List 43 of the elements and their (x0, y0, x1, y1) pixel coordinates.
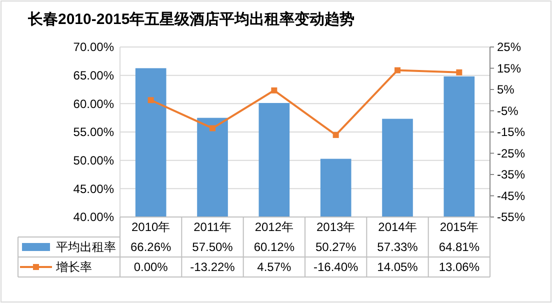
x-tick-label: 2013年 (316, 220, 356, 234)
point (394, 67, 400, 74)
data-label: 57.33% (377, 240, 418, 254)
data-label: 0.00% (134, 260, 168, 274)
y-tick-label: 50.00% (73, 154, 114, 168)
y-tick-label: 45.00% (73, 182, 114, 196)
point (271, 87, 278, 94)
y2-tick-label: -45% (497, 188, 526, 203)
data-label: 66.26% (130, 240, 172, 254)
y-tick-label: 40.00% (73, 210, 114, 224)
legend-label: 平均出租率 (56, 240, 116, 254)
data-label: -13.22% (190, 260, 236, 274)
y2-tick-label: 5% (497, 82, 515, 97)
data-label: 57.50% (192, 240, 234, 254)
point (456, 69, 462, 76)
point (210, 125, 216, 132)
data-label: 64.81% (438, 240, 480, 254)
y2-tick-label: -15% (497, 125, 526, 140)
data-label: 4.57% (257, 260, 292, 274)
y-tick-label: 55.00% (73, 125, 114, 140)
y-tick-label: 60.00% (73, 96, 114, 111)
y-tick-label: 70.00% (73, 40, 114, 54)
y2-tick-label: -55% (497, 210, 526, 224)
y2-tick-label: -5% (497, 104, 519, 118)
point (148, 97, 154, 104)
y2-tick-label: 25% (497, 40, 522, 54)
y2-tick-label: 15% (497, 61, 522, 76)
y-tick-label: 65.00% (73, 68, 114, 83)
y2-tick-label: -25% (497, 146, 526, 160)
data-label: 14.05% (377, 260, 418, 274)
chart-title: 长春2010-2015年五星级酒店平均出租率变动趋势 (27, 10, 355, 28)
data-label: 60.12% (254, 240, 295, 254)
x-tick-label: 2011年 (194, 220, 232, 234)
data-label: 50.27% (315, 240, 357, 254)
point (332, 132, 339, 138)
x-tick-label: 2012年 (254, 220, 294, 234)
x-tick-label: 2014年 (378, 220, 417, 234)
legend-label: 增长率 (55, 260, 92, 274)
x-tick-label: 2015年 (440, 220, 479, 234)
data-label: 13.06% (438, 260, 480, 274)
x-tick-label: 2010年 (131, 220, 170, 234)
y2-tick-label: -35% (497, 168, 526, 182)
data-label: -16.40% (313, 260, 359, 274)
